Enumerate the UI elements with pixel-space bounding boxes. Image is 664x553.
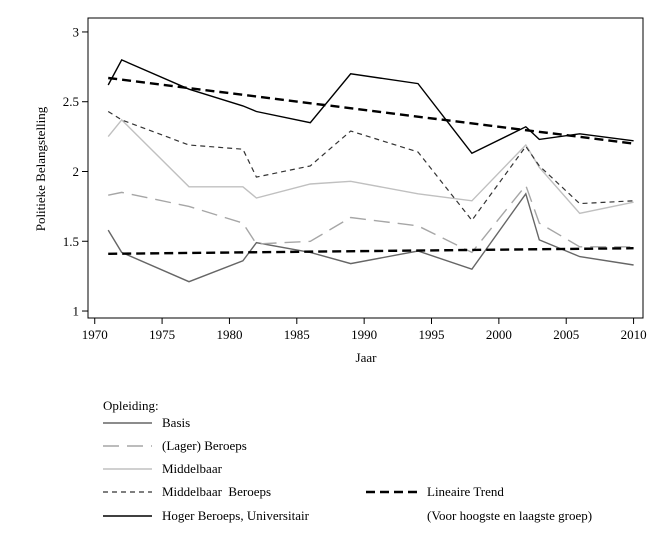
x-tick-label: 1975 (149, 327, 175, 342)
series-line-basis (107, 192, 634, 283)
x-tick-label: 2010 (621, 327, 647, 342)
legend-label-middelbaar-beroeps: Middelbaar Beroeps (162, 484, 271, 499)
x-tick-label: 1995 (419, 327, 445, 342)
legend-trend-label: Lineaire Trend (427, 484, 504, 499)
x-tick-label: 1990 (351, 327, 377, 342)
x-tick-label: 2000 (486, 327, 512, 342)
legend-label-hoger-beroeps-universitair: Hoger Beroeps, Universitair (162, 508, 310, 523)
x-tick-label: 1970 (82, 327, 108, 342)
y-tick-label: 2.5 (63, 94, 79, 109)
x-tick-label: 2005 (553, 327, 579, 342)
legend-items: Basis (Lager) Beroeps Middelbaar Middelbaar… (103, 415, 310, 523)
x-tick-label: 1980 (216, 327, 242, 342)
y-tick-label: 1 (73, 304, 80, 319)
x-tick-label: 1985 (284, 327, 310, 342)
series-line-middelbaar (107, 118, 634, 215)
y-tick-label: 2 (73, 164, 80, 179)
legend-label-middelbaar: Middelbaar (162, 461, 223, 476)
legend-title: Opleiding: (103, 398, 159, 413)
x-axis: 1970 1975 1980 1985 1990 1995 2000 2005 2010 (82, 318, 647, 342)
legend-label-lager-beroeps: (Lager) Beroeps (162, 438, 247, 453)
plot-frame (87, 17, 644, 319)
y-tick-label: 3 (73, 24, 80, 39)
y-axis-label: Politieke Belangstelling (33, 106, 48, 231)
series-layer (107, 59, 634, 283)
trend-line-hoog (108, 76, 634, 145)
series-line-hoger-beroeps-universitair (107, 59, 634, 155)
legend-label-basis: Basis (162, 415, 190, 430)
series-line-lager-beroeps (108, 183, 634, 254)
y-axis: 1 1.5 2 2.5 3 (63, 24, 88, 319)
legend-trend-note: (Voor hoogste en laagste groep) (427, 508, 592, 523)
x-axis-label: Jaar (356, 350, 378, 365)
legend: Opleiding: Basis (Lager) Beroeps Middelbaa… (103, 398, 592, 523)
y-tick-label: 1.5 (63, 234, 79, 249)
series-line-middelbaar-beroeps (107, 110, 634, 222)
trend-line-laag (108, 247, 634, 256)
